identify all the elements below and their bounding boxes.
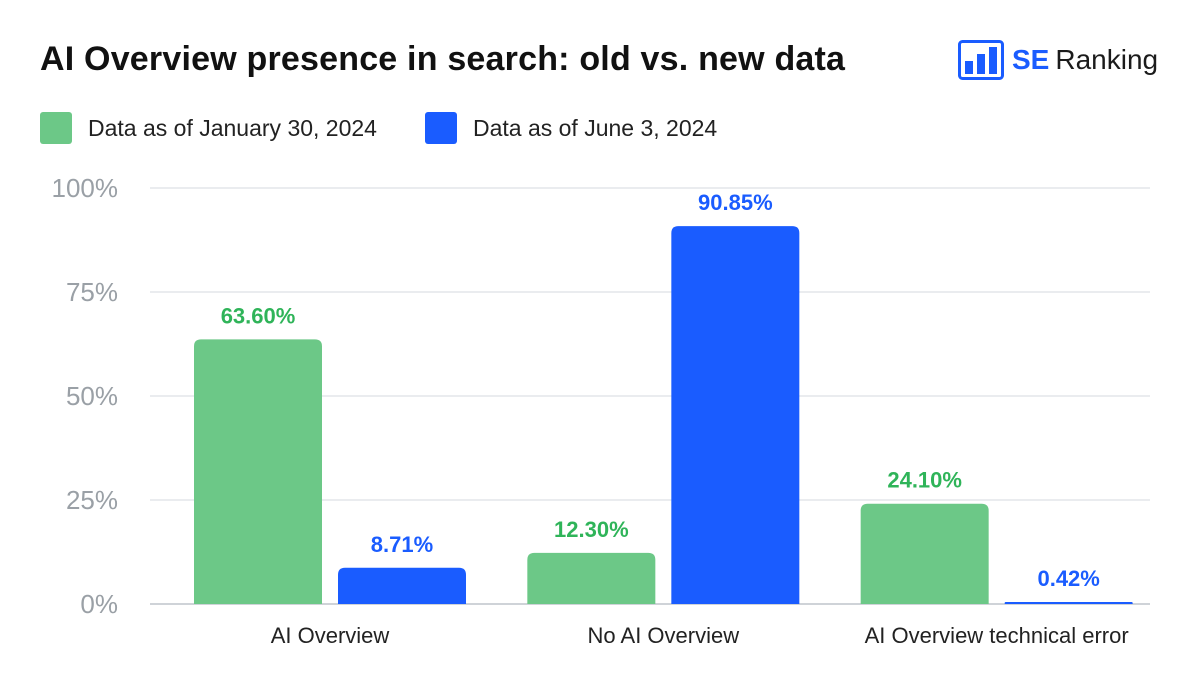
y-tick-label-25: 25%: [66, 485, 118, 515]
bar-jun-2: [1004, 602, 1133, 604]
bar-chart-logo-icon: [958, 40, 1004, 80]
legend-swatch-january: [40, 112, 72, 144]
data-label-jun-2: 0.42%: [1037, 566, 1099, 591]
bar-jan-1: [527, 552, 656, 604]
y-tick-label-75: 75%: [66, 277, 118, 307]
legend-item-january: Data as of January 30, 2024: [40, 112, 377, 144]
y-tick-label-100: 100%: [52, 173, 119, 203]
y-tick-label-0: 0%: [80, 589, 118, 619]
data-label-jan-1: 12.30%: [554, 517, 629, 542]
legend-label-june: Data as of June 3, 2024: [472, 114, 718, 141]
legend-label-january: Data as of January 30, 2024: [88, 114, 377, 141]
data-label-jun-1: 90.85%: [698, 190, 773, 215]
bar-jun-0: [338, 567, 466, 604]
brand-logo: SE Ranking: [958, 40, 1158, 80]
bar-jan-0: [194, 339, 322, 604]
data-label-jan-0: 63.60%: [221, 303, 296, 328]
data-label-jun-0: 8.71%: [371, 532, 433, 557]
x-category-label-1: No AI Overview: [588, 623, 740, 648]
data-label-jan-2: 24.10%: [887, 468, 962, 493]
chart-legend: Data as of January 30, 2024 Data as of J…: [40, 112, 765, 144]
bar-jun-1: [671, 226, 800, 604]
brand-name: SE Ranking: [1012, 44, 1158, 76]
x-category-label-0: AI Overview: [271, 623, 390, 648]
x-category-label-2: AI Overview technical error: [865, 623, 1129, 648]
brand-name-strong: SE: [1012, 44, 1050, 75]
legend-item-june: Data as of June 3, 2024: [424, 112, 718, 144]
bar-jan-2: [860, 503, 989, 604]
legend-swatch-june: [424, 112, 457, 144]
y-tick-label-50: 50%: [66, 381, 118, 411]
brand-name-rest: Ranking: [1055, 44, 1159, 75]
chart-title: AI Overview presence in search: old vs. …: [40, 40, 846, 78]
